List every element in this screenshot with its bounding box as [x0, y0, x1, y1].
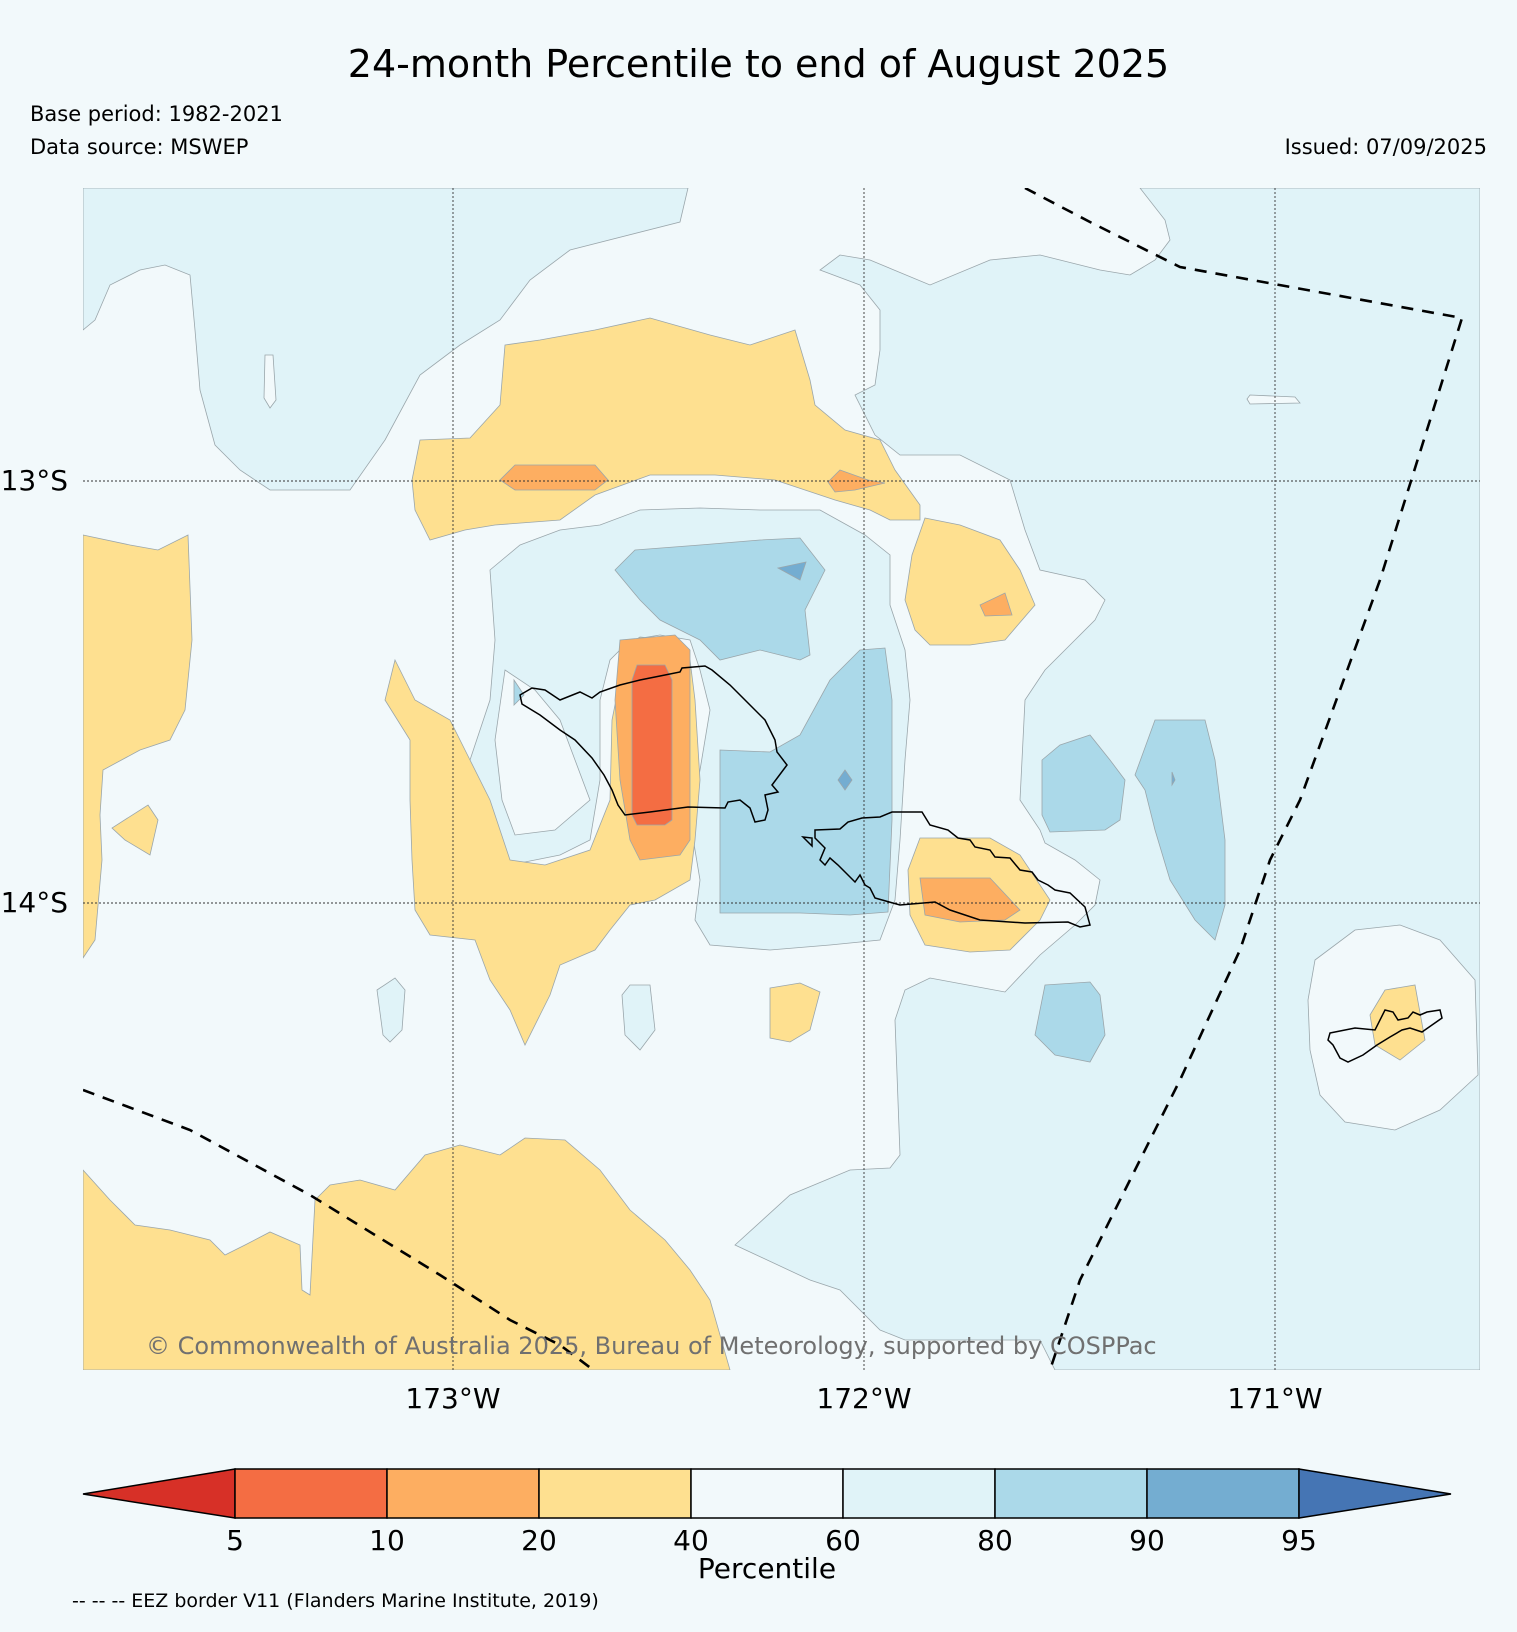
percentile-90-95-regions: [776, 561, 1176, 791]
lon-label-171w: 171°W: [1227, 1382, 1322, 1415]
map-area: © Commonwealth of Australia 2025, Bureau…: [83, 188, 1480, 1370]
lat-label-13s: 13°S: [1, 464, 68, 497]
colorbar-extend-low: [82, 1468, 236, 1519]
colorbar-segment-10-20: [386, 1468, 540, 1519]
colorbar-tick-20: 20: [521, 1524, 557, 1557]
region-90-95-islet-1: [837, 769, 853, 791]
region-10-20-north-west: [499, 464, 609, 491]
colorbar-segment-90-95: [1146, 1468, 1300, 1519]
eez-legend-note: -- -- -- EEZ border V11 (Flanders Marine…: [72, 1590, 599, 1612]
region-80-90-southeast: [1034, 981, 1106, 1063]
region-40-60-islet-4: [1246, 394, 1301, 405]
colorbar-tick-60: 60: [825, 1524, 861, 1557]
copyright-text: © Commonwealth of Australia 2025, Bureau…: [146, 1332, 1157, 1360]
percentile-80-90-regions: [513, 537, 1226, 1063]
region-80-90-north: [614, 537, 826, 661]
colorbar: 5 10 20 40 60 80 90 95 Percentile: [82, 1468, 1452, 1585]
region-60-80-islet-2: [621, 984, 656, 1051]
region-80-90-east-1: [1041, 734, 1126, 833]
percentile-5-10-regions: [631, 664, 673, 826]
colorbar-tick-80: 80: [977, 1524, 1013, 1557]
region-80-90-islet: [513, 678, 525, 706]
colorbar-segment-80-90: [994, 1468, 1148, 1519]
region-80-90-east-2: [1134, 719, 1226, 941]
coastline-savaii: [519, 665, 788, 823]
colorbar-segment-20-40: [538, 1468, 692, 1519]
region-90-95-islet-2: [1171, 771, 1176, 787]
region-60-80-islet-1: [376, 977, 406, 1043]
region-60-80-northwest: [83, 188, 689, 491]
colorbar-segment-40-60: [690, 1468, 844, 1519]
region-5-10-central: [631, 664, 673, 826]
eez-borders: [83, 188, 1464, 1370]
lon-label-172w: 172°W: [816, 1382, 911, 1415]
graticule: [83, 188, 1480, 1370]
region-80-90-central: [719, 647, 893, 916]
issued-date-text: Issued: 07/09/2025: [1284, 135, 1487, 159]
region-90-95-north: [776, 561, 807, 581]
eez-border-north: [1024, 188, 1464, 1370]
region-20-40-islet-south: [769, 982, 821, 1043]
colorbar-tick-95: 95: [1281, 1524, 1317, 1557]
region-20-40-islet-west: [111, 804, 159, 856]
region-40-60-center-hole: [494, 669, 591, 836]
data-source-text: Data source: MSWEP: [30, 135, 249, 159]
colorbar-tick-5: 5: [226, 1524, 244, 1557]
eez-border-south: [83, 1088, 596, 1370]
colorbar-tick-10: 10: [369, 1524, 405, 1557]
region-40-60-islet-3: [263, 354, 277, 409]
colorbar-label: Percentile: [698, 1552, 836, 1585]
colorbar-tick-90: 90: [1129, 1524, 1165, 1557]
coastline-upolu: [814, 811, 1091, 928]
colorbar-extend-high: [1298, 1468, 1452, 1519]
colorbar-tick-40: 40: [673, 1524, 709, 1557]
lon-label-173w: 173°W: [405, 1382, 500, 1415]
region-20-40-west: [83, 534, 193, 959]
region-10-20-east-islet: [979, 592, 1013, 617]
coastline-manono-islet: [800, 836, 813, 848]
region-10-20-southeast: [919, 877, 1021, 923]
colorbar-segment-5-10: [234, 1468, 388, 1519]
map-title: 24-month Percentile to end of August 202…: [347, 42, 1170, 86]
coastline-tutuila: [1327, 1009, 1443, 1063]
coastlines: [519, 665, 1443, 1063]
colorbar-segment-60-80: [842, 1468, 996, 1519]
lat-label-14s: 14°S: [1, 886, 68, 919]
base-period-text: Base period: 1982-2021: [30, 102, 283, 126]
